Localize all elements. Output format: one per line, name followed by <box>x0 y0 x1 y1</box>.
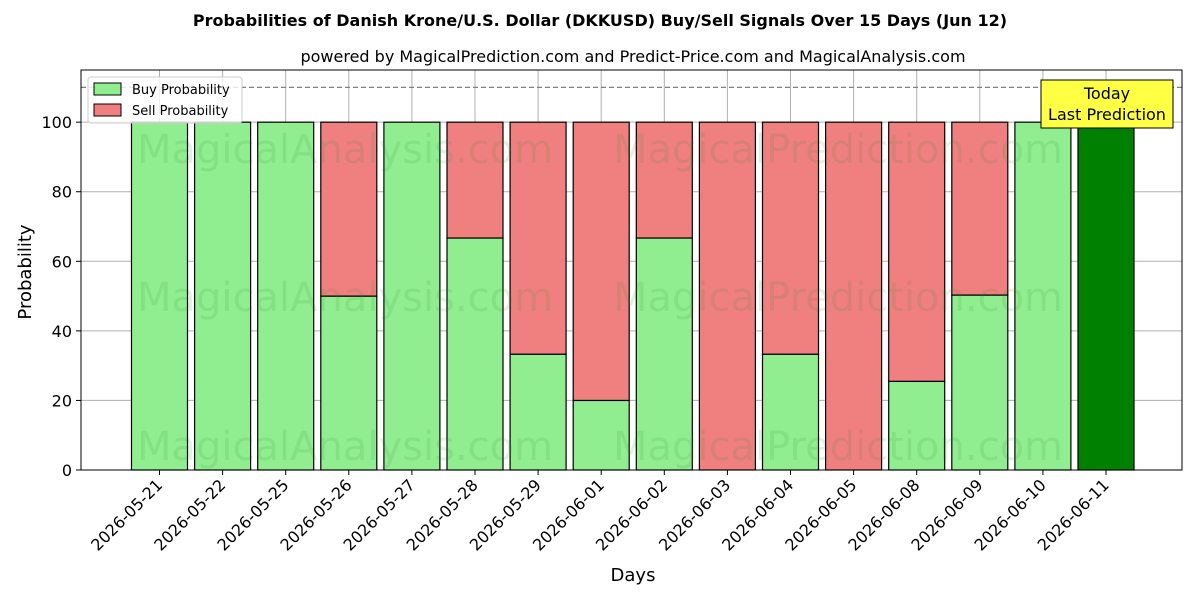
legend-box <box>87 76 243 124</box>
legend-swatch-buy <box>93 82 122 96</box>
watermarks: MagicalAnalysis.com MagicalPrediction.com… <box>137 127 1063 470</box>
y-tick-label: 80 <box>52 183 72 202</box>
bar-buy-2026-05-28 <box>446 237 504 471</box>
bar-sell-2026-06-03 <box>698 121 757 471</box>
annotation-line-2: Last Prediction <box>1048 105 1166 124</box>
y-tick-label: 0 <box>62 461 72 480</box>
bar-buy-2026-06-02 <box>635 237 693 471</box>
watermark-text: MagicalAnalysis.com <box>137 127 553 173</box>
bar-sell-2026-06-08 <box>888 121 946 382</box>
bar-buy-2026-06-01 <box>572 399 630 471</box>
bar-sell-2026-06-01 <box>572 121 630 402</box>
watermark-text: MagicalAnalysis.com <box>137 424 553 470</box>
chart-subtitle: powered by MagicalPrediction.com and Pre… <box>300 47 965 66</box>
today-annotation: Today Last Prediction <box>1040 79 1174 129</box>
watermark-text: MagicalPrediction.com <box>613 127 1063 173</box>
bar-buy-2026-06-09 <box>951 294 1009 471</box>
bar-sell-2026-06-04 <box>761 121 820 355</box>
annotation-box <box>1040 79 1174 129</box>
bar-sell-2026-06-09 <box>951 121 1009 296</box>
x-axis-label: Days <box>611 565 656 586</box>
y-tick-label: 40 <box>52 322 72 341</box>
bar-sell-2026-05-26 <box>320 121 378 297</box>
legend-label-sell: Sell Probability <box>132 104 229 119</box>
watermark-text: MagicalPrediction.com <box>613 424 1063 470</box>
bar-buy-2026-05-25 <box>257 121 315 471</box>
x-axis-ticks: 2026-05-212026-05-222026-05-252026-05-26… <box>87 470 1113 555</box>
bar-buy-2026-06-10 <box>1014 121 1072 471</box>
legend-swatch-sell <box>93 103 122 117</box>
bar-buy-2026-06-11 <box>1077 121 1135 471</box>
y-axis-ticks: 0 20 40 60 80 100 <box>41 113 81 480</box>
legend: Buy Probability Sell Probability <box>87 76 243 124</box>
watermark-text: MagicalPrediction.com <box>613 275 1063 321</box>
bar-sell-2026-05-28 <box>446 121 504 239</box>
plot-frame <box>80 69 1183 471</box>
bar-buy-2026-05-27 <box>383 121 441 471</box>
bar-buy-2026-06-08 <box>888 380 946 471</box>
bars <box>130 121 1135 471</box>
bar-sell-2026-06-02 <box>635 121 693 239</box>
watermark-text: MagicalAnalysis.com <box>137 275 553 321</box>
legend-label-buy: Buy Probability <box>132 83 230 98</box>
bar-buy-2026-06-04 <box>761 353 820 471</box>
y-tick-label: 20 <box>52 391 72 410</box>
bar-sell-2026-05-29 <box>509 121 567 355</box>
chart-title: Probabilities of Danish Krone/U.S. Dolla… <box>193 11 1007 30</box>
bar-sell-2026-06-05 <box>824 121 883 471</box>
y-tick-label: 60 <box>52 252 72 271</box>
y-tick-label: 100 <box>41 113 72 132</box>
annotation-line-1: Today <box>1083 84 1130 103</box>
bar-buy-2026-05-29 <box>509 353 567 471</box>
y-axis-label: Probability <box>15 224 36 319</box>
